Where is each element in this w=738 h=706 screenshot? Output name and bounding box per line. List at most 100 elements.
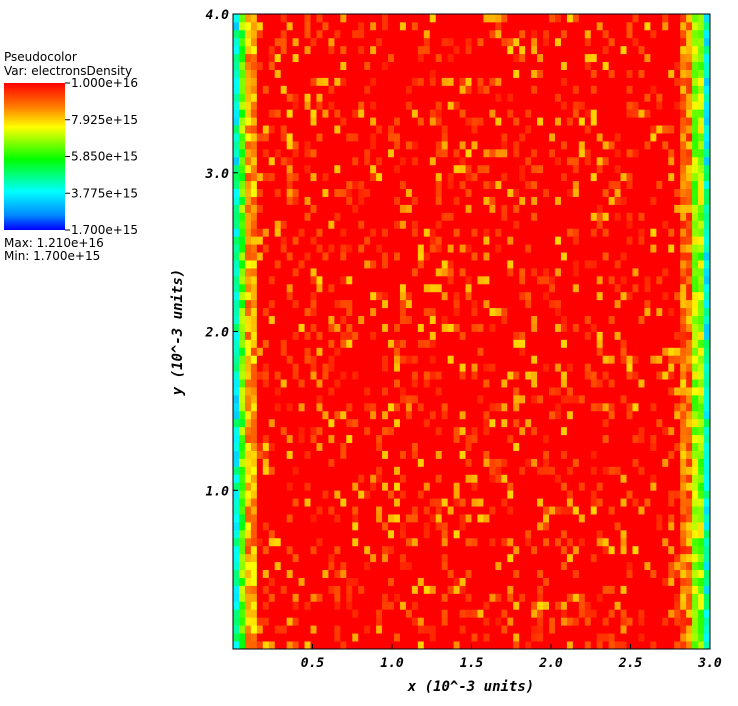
heatmap-cell (238, 275, 246, 285)
heatmap-cell (501, 498, 508, 507)
heatmap-cell (572, 371, 580, 380)
heatmap-cell (262, 196, 270, 205)
heatmap-cell (584, 53, 592, 63)
heatmap-cell (507, 236, 514, 245)
heatmap-cell (429, 109, 437, 118)
heatmap-cell (292, 268, 299, 277)
heatmap-cell (352, 93, 359, 102)
heatmap-cell (495, 172, 502, 182)
heatmap-cell (459, 577, 466, 586)
heatmap-cell (310, 609, 317, 618)
heatmap-cell (364, 331, 371, 340)
heatmap-cell (268, 506, 276, 515)
heatmap-cell (393, 410, 401, 420)
heatmap-cell (441, 291, 449, 301)
heatmap-cell (352, 299, 359, 309)
heatmap-cell (513, 450, 520, 459)
heatmap-cell (417, 109, 425, 118)
heatmap-cell (358, 355, 365, 364)
heatmap-cell (244, 458, 252, 467)
heatmap-cell (459, 641, 466, 650)
heatmap-cell (483, 617, 490, 626)
heatmap-cell (256, 410, 264, 420)
heatmap-cell (441, 220, 449, 229)
heatmap-cell (453, 141, 460, 150)
heatmap-cell (298, 569, 305, 578)
heatmap-cell (334, 426, 341, 436)
heatmap-cell (423, 220, 431, 229)
heatmap-cell (268, 133, 276, 142)
heatmap-cell (280, 625, 288, 634)
heatmap-cell (584, 275, 592, 285)
heatmap-cell (417, 21, 425, 31)
heatmap-cell (429, 355, 437, 364)
heatmap-cell (435, 228, 443, 237)
heatmap-cell (358, 252, 365, 261)
heatmap-cell (388, 220, 395, 229)
heatmap-cell (388, 514, 395, 523)
heatmap-cell (531, 93, 538, 102)
heatmap-cell (388, 252, 395, 261)
heatmap-cell (554, 14, 562, 23)
heatmap-cell (370, 212, 377, 221)
heatmap-cell (340, 37, 347, 47)
heatmap-cell (274, 410, 282, 420)
heatmap-cell (328, 141, 335, 150)
heatmap-cell (310, 172, 317, 182)
heatmap-cell (477, 355, 484, 364)
heatmap-cell (352, 37, 359, 47)
heatmap-cell (405, 188, 413, 197)
heatmap-cell (447, 418, 455, 428)
heatmap-cell (346, 514, 353, 523)
heatmap-cell (393, 188, 401, 197)
heatmap-cell (477, 506, 484, 515)
heatmap-cell (352, 601, 359, 610)
heatmap-cell (334, 45, 341, 55)
heatmap-cell (525, 609, 532, 618)
heatmap-cell (298, 307, 305, 317)
heatmap-cell (370, 585, 377, 594)
heatmap-cell (411, 482, 419, 491)
heatmap-cell (572, 323, 580, 332)
heatmap-cell (566, 53, 574, 63)
heatmap-cell (250, 553, 258, 563)
heatmap-cell (560, 252, 568, 261)
heatmap-cell (292, 164, 299, 174)
heatmap-cell (477, 315, 484, 324)
heatmap-cell (447, 545, 455, 555)
heatmap-cell (554, 204, 562, 213)
heatmap-cell (507, 69, 514, 78)
heatmap-cell (578, 164, 586, 174)
heatmap-cell (417, 379, 425, 388)
heatmap-cell (584, 188, 592, 197)
heatmap-cell (310, 85, 317, 94)
heatmap-cell (453, 426, 460, 436)
heatmap-cell (590, 402, 598, 412)
heatmap-cell (388, 14, 395, 23)
heatmap-cell (250, 299, 258, 309)
heatmap-cell (501, 275, 508, 285)
heatmap-cell (435, 641, 443, 650)
heatmap-cell (554, 109, 562, 118)
heatmap-cell (453, 61, 460, 70)
heatmap-cell (495, 466, 502, 475)
heatmap-cell (244, 426, 252, 436)
heatmap-cell (280, 14, 288, 23)
heatmap-cell (447, 37, 455, 47)
heatmap-cell (465, 299, 472, 309)
heatmap-cell (352, 545, 359, 555)
heatmap-cell (495, 315, 502, 324)
heatmap-cell (537, 617, 544, 626)
heatmap-cell (382, 109, 389, 118)
heatmap-cell (340, 283, 347, 293)
heatmap-cell (459, 355, 466, 364)
heatmap-cell (465, 426, 472, 436)
heatmap-cell (519, 109, 526, 118)
heatmap-cell (423, 212, 431, 221)
heatmap-cell (280, 172, 288, 182)
heatmap-cell (346, 553, 353, 563)
heatmap-cell (525, 307, 532, 317)
heatmap-cell (316, 307, 323, 317)
heatmap-cell (388, 37, 395, 47)
heatmap-cell (429, 45, 437, 55)
